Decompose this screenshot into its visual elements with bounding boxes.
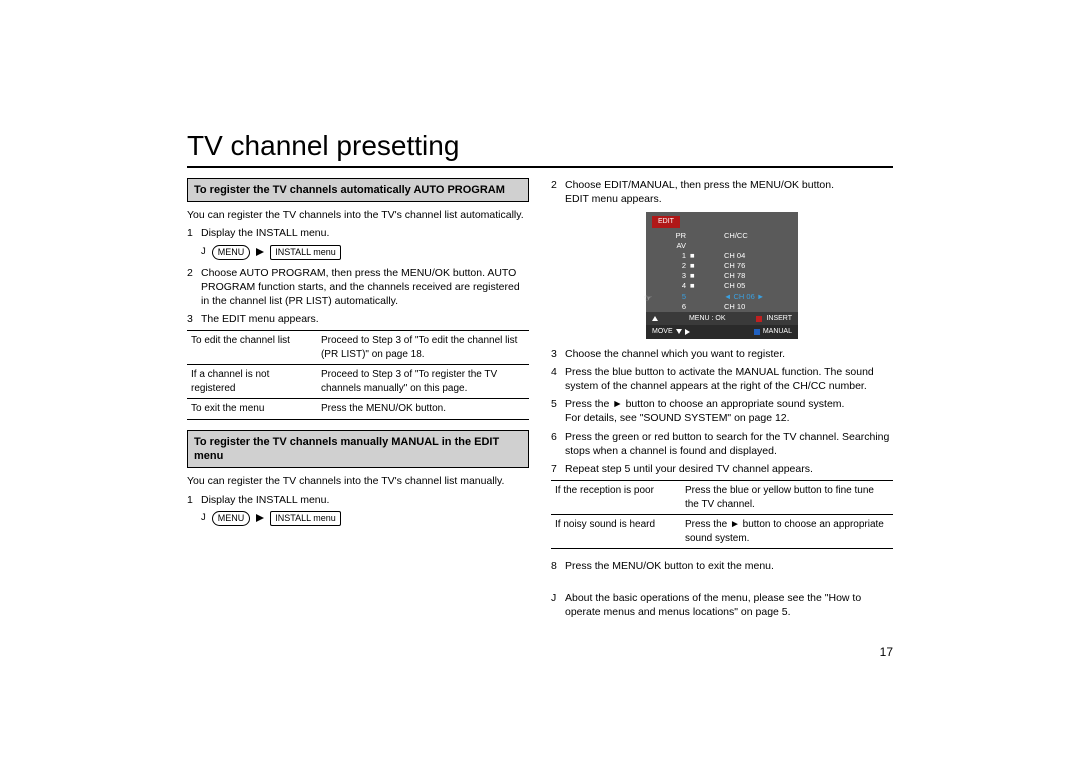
step: 1 Display the INSTALL menu. (187, 493, 529, 507)
step: 4 Press the blue button to activate the … (551, 365, 893, 393)
columns: To register the TV channels automaticall… (187, 178, 893, 660)
arrow-right-icon (256, 514, 264, 522)
red-square-icon (756, 316, 762, 322)
note-text: About the basic operations of the menu, … (565, 591, 893, 619)
page-title: TV channel presetting (187, 130, 893, 168)
edit-row: 1■CH 04 (646, 251, 798, 261)
blue-square-icon (754, 329, 760, 335)
step-number: 1 (187, 493, 201, 507)
edit-row: 3■CH 78 (646, 271, 798, 281)
manual-page: TV channel presetting To register the TV… (187, 130, 893, 660)
step-number: 4 (551, 365, 565, 393)
step-body: Display the INSTALL menu. (201, 493, 529, 507)
step-body: Press the MENU/OK button to exit the men… (565, 559, 893, 573)
step: 2 Choose AUTO PROGRAM, then press the ME… (187, 266, 529, 309)
step: 3 The EDIT menu appears. (187, 312, 529, 326)
edit-row: 6CH 10 (646, 302, 798, 312)
step-number: 1 (187, 226, 201, 240)
step-body: The EDIT menu appears. (201, 312, 529, 326)
down-icon (676, 329, 682, 334)
right-column: 2 Choose EDIT/MANUAL, then press the MEN… (551, 178, 893, 660)
edit-footer-row: MENU : OK INSERT (646, 312, 798, 325)
intro-text: You can register the TV channels into th… (187, 208, 529, 222)
step-number: 8 (551, 559, 565, 573)
step-number: 3 (187, 312, 201, 326)
footnote: J About the basic operations of the menu… (551, 591, 893, 619)
edit-header-row: PR CH/CC (646, 231, 798, 241)
step-body: Press the green or red button to search … (565, 430, 893, 458)
step-body: Choose EDIT/MANUAL, then press the MENU/… (565, 178, 893, 206)
edit-row: AV (646, 241, 798, 251)
info-table: To edit the channel listProceed to Step … (187, 330, 529, 420)
step: 1 Display the INSTALL menu. (187, 226, 529, 240)
section-header-manual: To register the TV channels manually MAN… (187, 430, 529, 469)
info-table: If the reception is poorPress the blue o… (551, 480, 893, 549)
install-menu-label: INSTALL menu (270, 245, 341, 260)
step-number: 5 (551, 397, 565, 425)
menu-button-label: MENU (212, 245, 251, 260)
table-row: If a channel is not registeredProceed to… (187, 365, 529, 399)
menu-button-label: MENU (212, 511, 251, 526)
table-row: To edit the channel listProceed to Step … (187, 331, 529, 365)
install-menu-label: INSTALL menu (270, 511, 341, 526)
step: 3 Choose the channel which you want to r… (551, 347, 893, 361)
note-mark: J (551, 591, 565, 619)
edit-row: ☞5◄ CH 06 ► (646, 292, 798, 302)
step-number: 2 (187, 266, 201, 309)
step: 8 Press the MENU/OK button to exit the m… (551, 559, 893, 573)
table-row: If noisy sound is heardPress the ► butto… (551, 515, 893, 549)
step-number: 7 (551, 462, 565, 476)
j-mark: J (201, 246, 206, 259)
edit-footer-row: MOVE MANUAL (646, 325, 798, 338)
step-body: Display the INSTALL menu. (201, 226, 529, 240)
step: 7 Repeat step 5 until your desired TV ch… (551, 462, 893, 476)
step-number: 3 (551, 347, 565, 361)
right-icon (685, 329, 690, 335)
step-body: Press the ► button to choose an appropri… (565, 397, 893, 425)
step: 6 Press the green or red button to searc… (551, 430, 893, 458)
menu-breadcrumb: J MENU INSTALL menu (201, 245, 529, 260)
edit-row: 4■CH 05 (646, 281, 798, 291)
edit-row: 2■CH 76 (646, 261, 798, 271)
menu-breadcrumb: J MENU INSTALL menu (201, 511, 529, 526)
step-number: 6 (551, 430, 565, 458)
edit-title: EDIT (652, 216, 680, 227)
step-number: 2 (551, 178, 565, 206)
arrow-right-icon (256, 248, 264, 256)
step-body: Press the blue button to activate the MA… (565, 365, 893, 393)
step-body: Choose AUTO PROGRAM, then press the MENU… (201, 266, 529, 309)
table-row: To exit the menuPress the MENU/OK button… (187, 399, 529, 420)
step-body: Choose the channel which you want to reg… (565, 347, 893, 361)
intro-text: You can register the TV channels into th… (187, 474, 529, 488)
j-mark: J (201, 512, 206, 525)
section-header-auto: To register the TV channels automaticall… (187, 178, 529, 202)
up-icon (652, 316, 658, 321)
step: 5 Press the ► button to choose an approp… (551, 397, 893, 425)
step: 2 Choose EDIT/MANUAL, then press the MEN… (551, 178, 893, 206)
edit-menu-screenshot: EDIT PR CH/CC AV1■CH 042■CH 763■CH 784■C… (646, 212, 798, 338)
table-row: If the reception is poorPress the blue o… (551, 481, 893, 515)
step-body: Repeat step 5 until your desired TV chan… (565, 462, 893, 476)
left-column: To register the TV channels automaticall… (187, 178, 529, 660)
page-number: 17 (551, 644, 893, 660)
